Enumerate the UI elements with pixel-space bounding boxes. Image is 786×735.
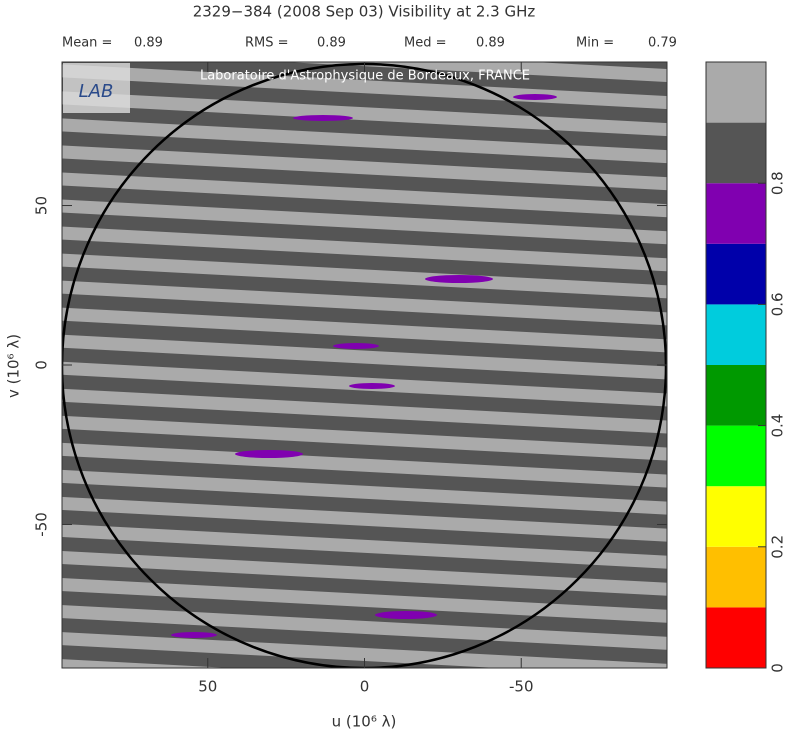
stat-value: 0.89	[476, 36, 505, 51]
stat-label: Min =	[576, 36, 614, 51]
x-tick-label: 50	[198, 678, 217, 696]
colorbar-segment	[706, 62, 766, 123]
uv-image	[62, 62, 667, 668]
x-axis-label: u (10⁶ λ)	[332, 713, 397, 731]
x-tick-label: 0	[360, 678, 370, 696]
colorbar-segment	[706, 486, 766, 547]
logo: LAB	[79, 81, 114, 102]
chart-title: 2329−384 (2008 Sep 03) Visibility at 2.3…	[193, 3, 536, 21]
stat-label: RMS =	[245, 36, 289, 51]
stat-value: 0.89	[317, 36, 346, 51]
x-tick-label: -50	[509, 678, 534, 696]
y-tick-label: 50	[33, 196, 51, 215]
colorbar-segment	[706, 304, 766, 365]
colorbar-segment	[706, 546, 766, 608]
colorbar-segment	[706, 425, 766, 487]
colorbar-tick-label: 0	[769, 663, 786, 673]
y-axis-label: v (10⁶ λ)	[5, 334, 23, 398]
logo-box	[63, 63, 130, 113]
colorbar-tick-label: 0.2	[769, 535, 786, 559]
stat-value: 0.79	[648, 36, 677, 51]
stripes	[62, 62, 667, 668]
colorbar-segment	[706, 607, 766, 668]
colorbar-segment	[706, 243, 766, 305]
colorbar-tick-label: 0.4	[769, 414, 786, 438]
colorbar-segment	[706, 122, 766, 184]
colorbar-segment	[706, 183, 766, 244]
y-tick-label: 0	[33, 360, 51, 370]
colorbar-frame	[705, 61, 767, 669]
stat-value: 0.89	[134, 36, 163, 51]
stat-label: Med =	[404, 36, 447, 51]
colorbar-segment	[706, 365, 766, 426]
y-tick-label: -50	[33, 512, 51, 537]
banner: Laboratoire d'Astrophysique de Bordeaux,…	[200, 69, 530, 84]
colorbar-tick-label: 0.6	[769, 292, 786, 316]
low-spots	[171, 94, 557, 638]
colorbar-tick-label: 0.8	[769, 171, 786, 195]
stat-label: Mean =	[62, 36, 112, 51]
